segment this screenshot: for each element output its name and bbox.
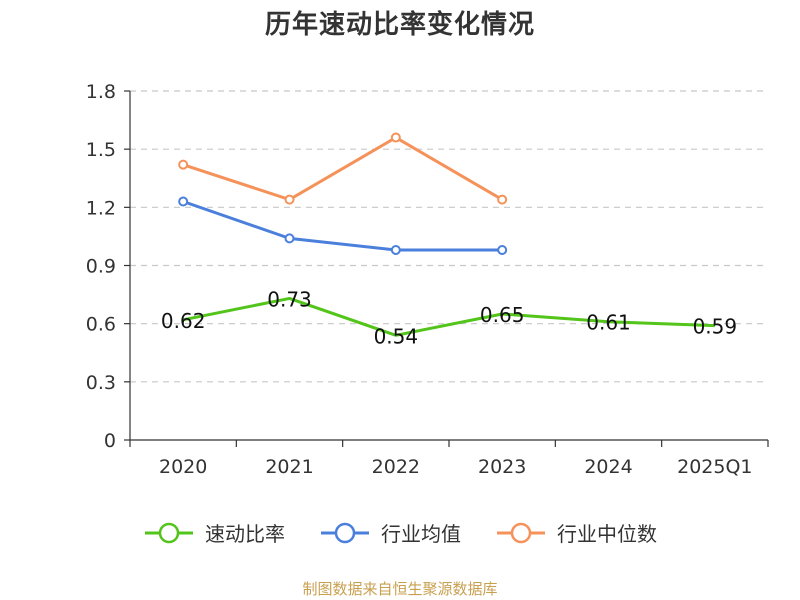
y-tick-label: 0.6 (86, 314, 116, 336)
data-label: 0.62 (161, 309, 206, 333)
x-tick-label: 2025Q1 (677, 456, 752, 478)
data-point (284, 233, 295, 244)
data-point (390, 132, 401, 143)
chart-title: 历年速动比率变化情况 (264, 10, 535, 40)
data-label: 0.59 (693, 315, 738, 339)
data-label: 0.65 (480, 303, 525, 327)
y-tick-label: 0.3 (86, 372, 116, 394)
series-line (182, 200, 503, 252)
data-point (390, 244, 401, 255)
x-tick-label: 2021 (265, 456, 313, 478)
legend-swatch (497, 522, 545, 543)
data-point (497, 194, 508, 205)
series-line (182, 136, 503, 202)
legend-item[interactable]: 行业均值 (319, 518, 461, 547)
data-labels: 0.62 0.73 0.54 0.65 0.61 0.59 (161, 287, 737, 348)
legend-item[interactable]: 行业中位数 (495, 518, 657, 547)
grid-lines (130, 90, 768, 383)
axes: 0 0.3 0.6 0.9 1.2 1.5 1.8 2020 2021 2022 2023 2024 2… (86, 81, 769, 478)
data-point (178, 159, 189, 170)
data-label: 0.61 (586, 311, 631, 335)
y-tick-label: 1.5 (86, 139, 116, 161)
data-point (178, 196, 189, 207)
y-tick-label: 1.2 (86, 197, 116, 219)
data-label: 0.54 (374, 324, 419, 348)
legend-label: 行业中位数 (557, 522, 657, 546)
x-tick-label: 2023 (478, 456, 526, 478)
y-tick-label: 0.9 (86, 256, 116, 278)
legend-label: 行业均值 (381, 522, 461, 546)
x-tick-label: 2020 (159, 456, 207, 478)
legend-label: 速动比率 (205, 522, 285, 546)
data-label: 0.73 (267, 287, 312, 311)
series-line (182, 296, 715, 337)
legend-item[interactable]: 速动比率 (143, 518, 285, 547)
x-tick-label: 2022 (372, 456, 420, 478)
legend-swatch (321, 522, 369, 543)
legend-swatch (145, 522, 193, 543)
data-point (284, 194, 295, 205)
y-tick-label: 0 (104, 430, 116, 452)
x-tick-label: 2024 (584, 456, 632, 478)
y-tick-label: 1.8 (86, 81, 116, 103)
legend: 速动比率 行业均值 行业中位数 (0, 518, 800, 547)
data-point (497, 244, 508, 255)
series-lines (178, 132, 715, 337)
source-note: 制图数据来自恒生聚源数据库 (302, 580, 498, 598)
